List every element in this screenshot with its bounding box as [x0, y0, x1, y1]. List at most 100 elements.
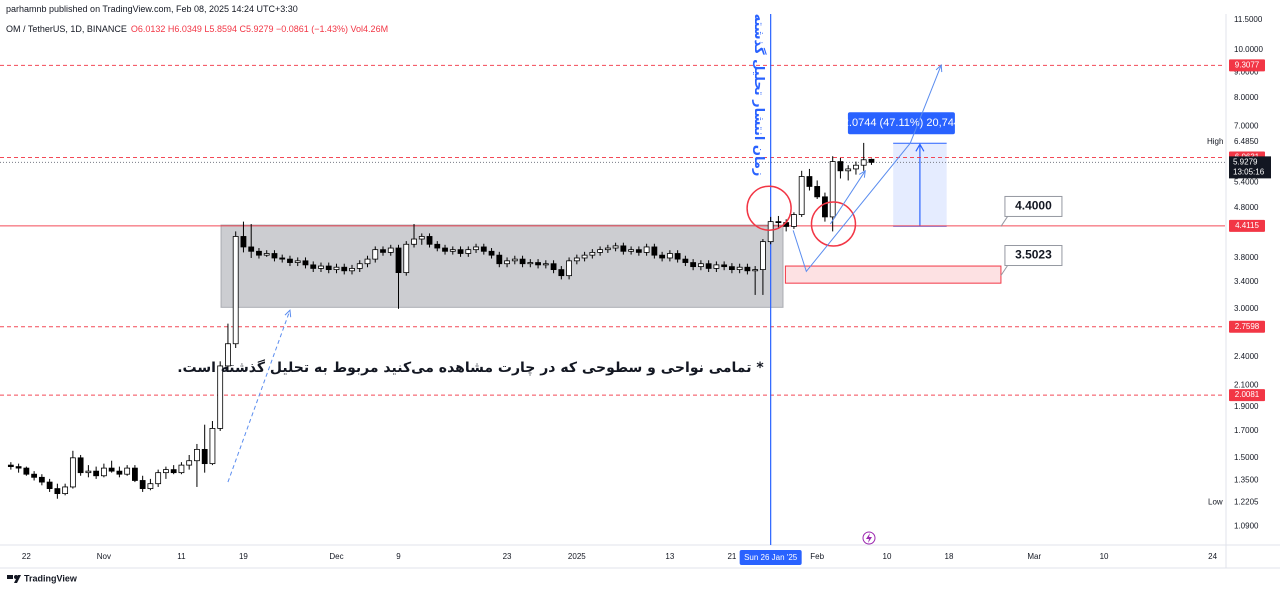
y-tick-label: 5.4000: [1234, 178, 1259, 187]
candle-body: [225, 343, 231, 367]
x-tick-label: 18: [945, 552, 954, 561]
callout-box: [1004, 245, 1063, 267]
callout-label: 3.5023: [1015, 248, 1052, 262]
x-tick-label: Nov: [97, 552, 111, 561]
candle-body: [194, 448, 200, 462]
callout-box: [1004, 195, 1063, 217]
candle-body: [294, 260, 301, 263]
crosshair-label: Sun 26 Jan '25: [744, 553, 798, 562]
candle-body: [240, 236, 247, 248]
candle-body: [93, 470, 100, 477]
candle-body: [186, 460, 193, 466]
candle-body: [426, 236, 433, 245]
arrow-line: [792, 64, 942, 273]
low-value: 1.2205: [1234, 497, 1259, 506]
candle-body: [46, 481, 53, 489]
footer-text: TradingView: [24, 573, 78, 583]
candle-body: [54, 488, 61, 495]
candle-body: [372, 249, 379, 260]
y-tick-label: 2.4000: [1234, 352, 1259, 361]
candle-body: [705, 263, 712, 269]
candle-body: [628, 249, 635, 252]
price-level-tag: [1229, 389, 1265, 402]
candle-body: [666, 253, 673, 259]
candle-body: [853, 164, 859, 170]
countdown-label: 13:05:16: [1233, 167, 1265, 176]
candle-body: [473, 246, 479, 251]
candle-body: [349, 268, 355, 272]
vertical-note-group: زمان انتشار تحلیل گذشته: [751, 14, 767, 177]
y-tick-label: 11.5000: [1234, 15, 1263, 24]
zone-box: [784, 265, 1002, 284]
candle-body: [519, 258, 526, 265]
candle-body: [713, 264, 720, 269]
candle-body: [760, 241, 766, 271]
candle-body: [31, 473, 38, 478]
price-level-label: 4.4115: [1235, 221, 1259, 230]
candle-body: [77, 457, 84, 474]
candle-body: [581, 254, 588, 259]
candle-body: [403, 243, 410, 274]
candle-body: [822, 196, 828, 218]
candle-body: [69, 457, 76, 488]
last-price-label: 5.9279: [1233, 157, 1258, 166]
candle-body: [775, 221, 782, 224]
candle-body: [434, 243, 441, 249]
measure-label-box: [847, 112, 955, 135]
candle-body: [23, 467, 30, 475]
candle-body: [767, 221, 774, 243]
candle-body: [589, 251, 596, 256]
candle-body: [209, 428, 216, 465]
candle-body: [620, 245, 627, 252]
x-tick-label: 10: [1100, 552, 1109, 561]
candle-body: [116, 470, 123, 475]
x-tick-label: 19: [239, 552, 248, 561]
arrow-line: [829, 170, 866, 225]
x-tick-label: 21: [727, 552, 736, 561]
arrow-head: [858, 169, 866, 178]
candle-body: [163, 469, 169, 474]
y-tick-label: 10.0000: [1234, 45, 1263, 54]
candle-body: [310, 264, 317, 269]
y-tick-label: 8.0000: [1234, 93, 1259, 102]
candle-body: [837, 161, 844, 172]
candle-body: [364, 258, 371, 265]
price-level-tag: [1229, 59, 1265, 72]
crosshair-tag: [739, 550, 802, 565]
candle-body: [178, 464, 185, 474]
candle-body: [697, 263, 704, 268]
y-tick-label: 1.5000: [1234, 453, 1259, 462]
vertical-note: زمان انتشار تحلیل گذشته: [751, 14, 767, 177]
candle-body: [139, 480, 146, 489]
candle-body: [85, 470, 92, 474]
candle-body: [496, 254, 503, 265]
candle-body: [752, 269, 759, 272]
candle-body: [798, 176, 805, 215]
y-tick-label: 9.0000: [1234, 68, 1259, 77]
candle-body: [480, 246, 487, 252]
candle-body: [635, 249, 642, 253]
candle-body: [744, 266, 751, 272]
candle-body: [356, 263, 363, 269]
arrow-head: [284, 309, 292, 318]
candle-body: [100, 467, 107, 477]
highlight-circle: [810, 201, 857, 247]
footer-logo: [7, 575, 21, 583]
candle-body: [504, 260, 510, 265]
x-tick-label: Dec: [329, 552, 343, 561]
y-tick-label: 7.0000: [1234, 122, 1259, 131]
candle-body: [604, 247, 611, 251]
x-tick-label: Mar: [1027, 552, 1041, 561]
y-tick-label: 3.4000: [1234, 277, 1259, 286]
candle-body: [597, 249, 603, 253]
candle-body: [535, 262, 541, 266]
price-level-tag: [1229, 219, 1265, 232]
candle-body: [728, 266, 735, 271]
y-tick-label: 1.9000: [1234, 402, 1259, 411]
candle-body: [325, 265, 332, 271]
candle-body: [124, 467, 131, 475]
candle-body: [690, 262, 697, 268]
